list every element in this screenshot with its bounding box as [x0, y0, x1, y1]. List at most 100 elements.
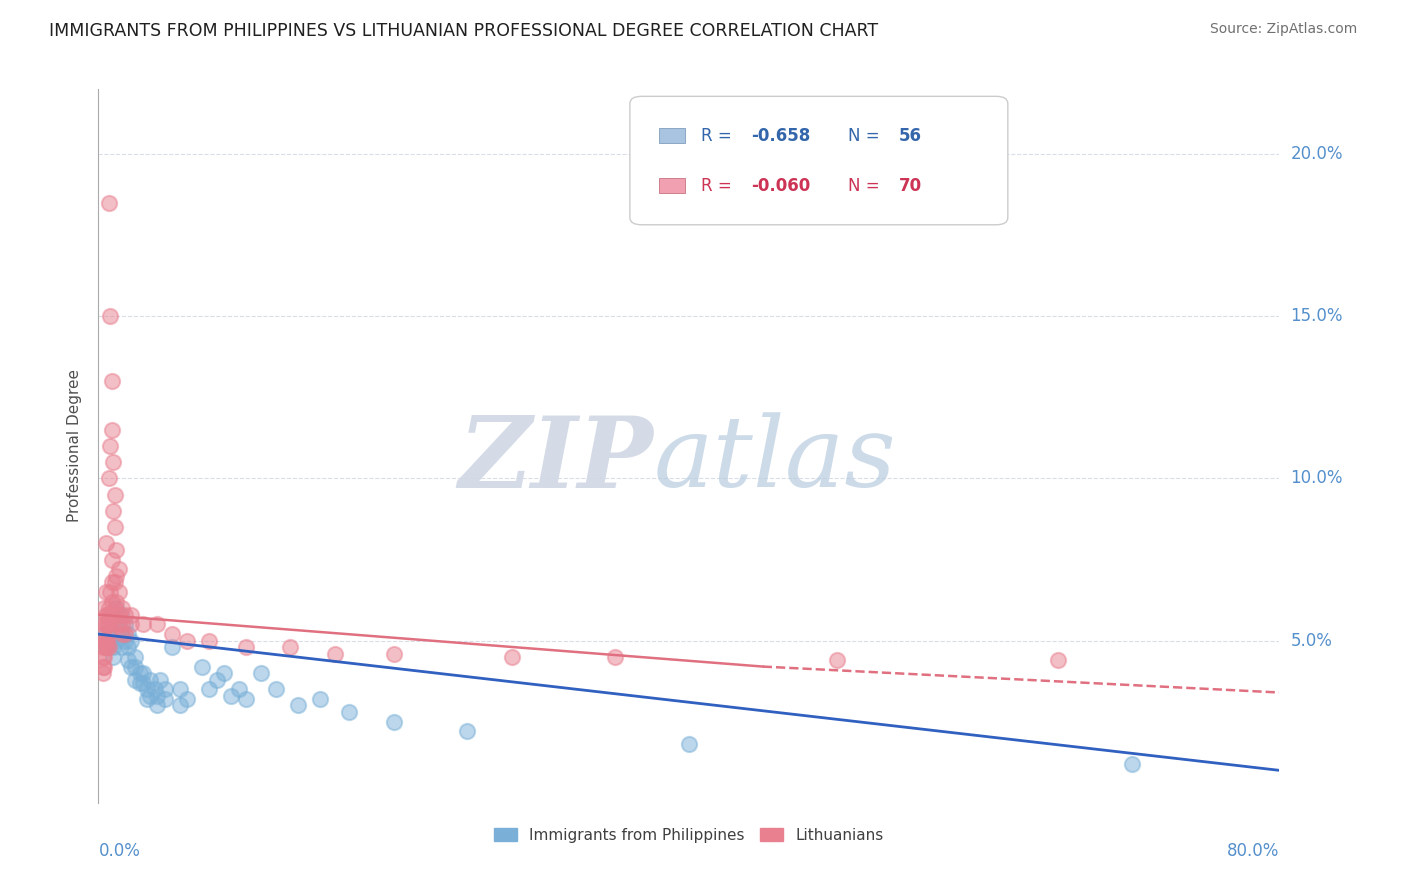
Point [100, 423, 122, 437]
Point [94, 627, 117, 641]
Point [97, 601, 120, 615]
Point [132, 617, 155, 632]
Text: 10.0%: 10.0% [1291, 469, 1343, 487]
Point [250, 666, 273, 681]
Point [825, 653, 848, 667]
Text: atlas: atlas [654, 413, 896, 508]
Point [96, 640, 118, 654]
Point [146, 698, 169, 713]
Point [103, 649, 125, 664]
Point [264, 682, 287, 697]
Point [110, 640, 132, 654]
Point [96, 617, 118, 632]
Point [221, 689, 243, 703]
Point [103, 504, 125, 518]
Point [605, 649, 627, 664]
Point [93, 601, 115, 615]
Legend: Immigrants from Philippines, Lithuanians: Immigrants from Philippines, Lithuanians [488, 822, 890, 848]
Text: N =: N = [848, 177, 886, 194]
Point [98, 585, 121, 599]
Point [96, 607, 118, 622]
Point [98, 439, 121, 453]
Point [146, 689, 169, 703]
Point [136, 692, 159, 706]
Point [91, 659, 114, 673]
Point [91, 666, 114, 681]
Point [97, 195, 120, 210]
Point [139, 673, 162, 687]
Point [382, 647, 405, 661]
Point [124, 673, 146, 687]
Point [124, 649, 146, 664]
Point [105, 568, 128, 582]
Point [124, 659, 146, 673]
FancyBboxPatch shape [630, 96, 1008, 225]
Point [104, 520, 127, 534]
Point [96, 633, 118, 648]
Point [205, 673, 228, 687]
Point [128, 675, 150, 690]
Point [153, 682, 176, 697]
Point [97, 471, 120, 485]
Point [97, 640, 120, 654]
Point [100, 575, 122, 590]
Point [100, 374, 122, 388]
Point [94, 640, 117, 654]
Point [128, 666, 150, 681]
FancyBboxPatch shape [659, 178, 685, 194]
Point [94, 640, 117, 654]
Point [176, 633, 198, 648]
Point [1046, 653, 1070, 667]
Point [108, 562, 131, 576]
Point [162, 627, 183, 641]
Point [91, 627, 114, 641]
Point [457, 724, 479, 739]
Point [103, 607, 125, 622]
Point [97, 617, 120, 632]
Y-axis label: Professional Degree: Professional Degree [67, 369, 83, 523]
Text: 56: 56 [900, 127, 922, 145]
Point [94, 607, 117, 622]
Point [162, 640, 183, 654]
Point [108, 585, 131, 599]
Text: IMMIGRANTS FROM PHILIPPINES VS LITHUANIAN PROFESSIONAL DEGREE CORRELATION CHART: IMMIGRANTS FROM PHILIPPINES VS LITHUANIA… [49, 22, 879, 40]
Point [111, 617, 134, 632]
Text: 70: 70 [900, 177, 922, 194]
Text: ZIP: ZIP [458, 412, 654, 508]
Point [153, 692, 176, 706]
Point [91, 649, 114, 664]
Point [1121, 756, 1143, 771]
Point [235, 640, 257, 654]
Text: -0.060: -0.060 [752, 177, 811, 194]
Point [108, 617, 131, 632]
Point [235, 692, 257, 706]
Point [678, 738, 700, 752]
Point [98, 310, 121, 324]
Point [103, 617, 125, 632]
Point [114, 607, 136, 622]
Point [93, 617, 115, 632]
Point [169, 698, 191, 713]
Point [146, 617, 169, 632]
Point [120, 659, 142, 673]
Text: 80.0%: 80.0% [1227, 842, 1279, 860]
Point [104, 601, 127, 615]
Point [110, 607, 132, 622]
Text: 20.0%: 20.0% [1291, 145, 1343, 163]
Point [149, 673, 172, 687]
Point [114, 627, 136, 641]
Text: R =: R = [700, 127, 737, 145]
Point [105, 633, 128, 648]
Point [94, 617, 117, 632]
Text: 5.0%: 5.0% [1291, 632, 1333, 649]
Point [97, 617, 120, 632]
Point [105, 601, 128, 615]
Point [114, 617, 136, 632]
Text: R =: R = [700, 177, 737, 194]
Point [198, 633, 221, 648]
Text: 0.0%: 0.0% [98, 842, 141, 860]
Point [94, 585, 117, 599]
Point [105, 595, 128, 609]
Point [169, 682, 191, 697]
Point [117, 653, 139, 667]
